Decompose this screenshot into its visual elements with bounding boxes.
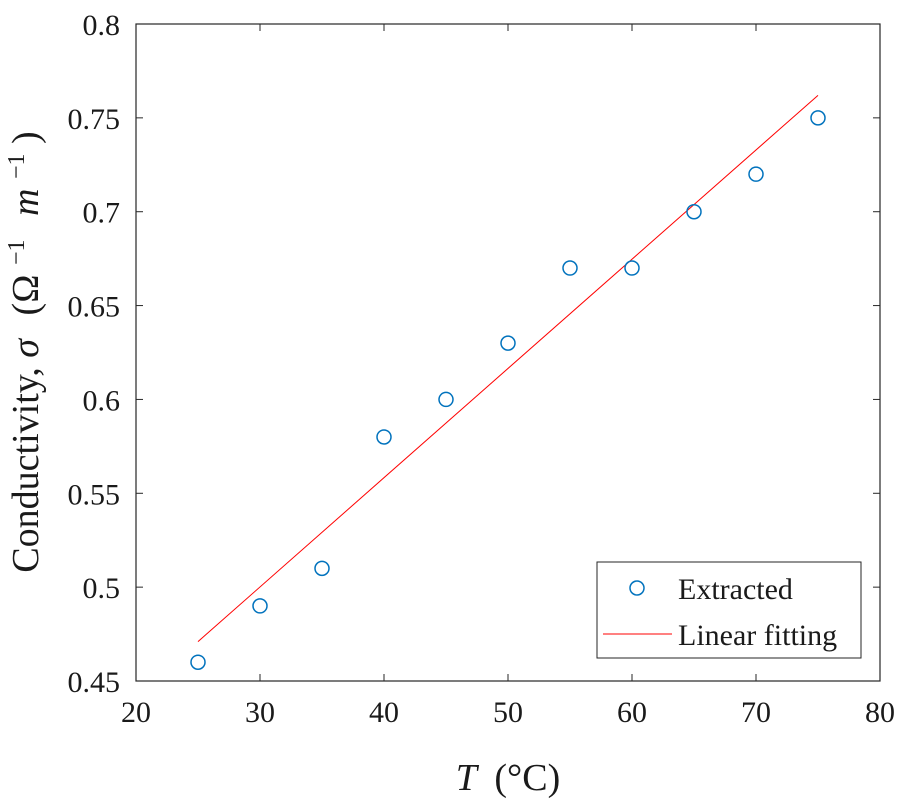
y-tick-label: 0.7 — [83, 197, 121, 230]
y-axis-unit-open: (Ω — [5, 275, 47, 316]
y-axis-unit-close: ) — [5, 131, 47, 144]
x-axis-symbol: T — [456, 757, 480, 799]
data-point — [438, 391, 454, 408]
data-point — [748, 166, 764, 182]
data-point — [376, 429, 392, 445]
data-point — [500, 335, 516, 351]
legend-label-extracted: Extracted — [678, 573, 793, 606]
x-tick-label: 20 — [121, 696, 151, 729]
y-tick-label: 0.45 — [68, 666, 121, 699]
legend-label-linear-fitting: Linear fitting — [678, 619, 837, 652]
linear-fit-line — [197, 94, 819, 642]
y-tick-label: 0.65 — [68, 291, 121, 324]
data-point — [624, 260, 640, 276]
y-axis-prefix: Conductivity, — [5, 358, 47, 573]
legend: Extracted Linear fitting — [596, 561, 862, 659]
extracted-series — [190, 110, 826, 670]
y-axis-exp-1: −1 — [4, 239, 30, 265]
data-point — [190, 654, 206, 670]
linear-fit-series — [197, 94, 819, 642]
y-tick-label: 0.5 — [83, 572, 121, 605]
y-axis-unit-mid: m — [5, 189, 47, 216]
x-tick-label: 50 — [493, 696, 523, 729]
y-tick-label: 0.8 — [83, 9, 121, 42]
x-tick-label: 70 — [741, 696, 771, 729]
x-axis-title: T (°C) — [456, 757, 561, 799]
data-point — [314, 560, 330, 577]
y-tick-label: 0.6 — [83, 384, 121, 417]
plot-frame — [135, 23, 881, 682]
y-tick-label: 0.75 — [68, 103, 121, 136]
ticks — [135, 23, 881, 682]
y-axis-symbol: σ — [5, 338, 47, 358]
legend-box — [596, 561, 862, 659]
data-point — [252, 598, 268, 614]
data-point — [686, 203, 702, 220]
x-axis-unit: (°C) — [494, 757, 560, 799]
y-axis-exp-2: −1 — [4, 153, 30, 179]
y-tick-label: 0.55 — [68, 478, 121, 511]
x-tick-label: 60 — [617, 696, 647, 729]
x-tick-label: 30 — [245, 696, 275, 729]
x-tick-labels: 20 30 40 50 60 70 80 — [121, 696, 895, 729]
x-tick-label: 80 — [865, 696, 895, 729]
data-point — [810, 110, 826, 126]
y-tick-labels: 0.45 0.5 0.55 0.6 0.65 0.7 0.75 0.8 — [68, 9, 121, 699]
y-axis-title: Conductivity, σ (Ω −1 m −1 ) — [0, 131, 47, 572]
data-point — [562, 260, 578, 276]
x-tick-label: 40 — [369, 696, 399, 729]
legend-marker-extracted — [629, 580, 645, 596]
